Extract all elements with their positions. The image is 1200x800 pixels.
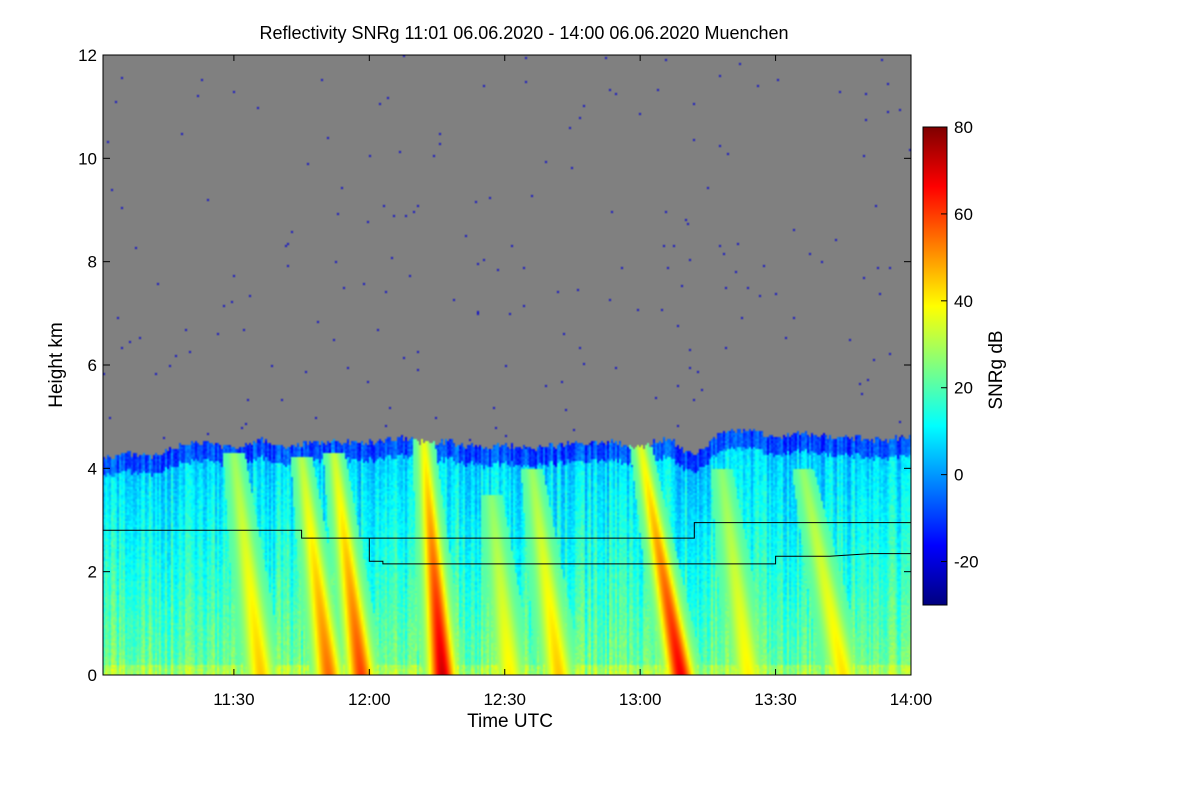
melting-layer-lines	[103, 522, 911, 565]
x-tick-label: 13:30	[754, 690, 797, 709]
x-tick-label: 12:30	[483, 690, 526, 709]
colorbar-gradient	[922, 126, 948, 606]
y-tick-label: 8	[88, 253, 97, 272]
plot-area	[103, 55, 911, 675]
colorbar-ticks: -20 0 20 40 60 80	[941, 118, 979, 572]
x-tick-label: 13:00	[619, 690, 662, 709]
chart-title: Reflectivity SNRg 11:01 06.06.2020 - 14:…	[259, 23, 788, 43]
colorbar: -20 0 20 40 60 80 SNRg dB	[922, 118, 1007, 606]
melting-layer-line-2	[368, 538, 911, 565]
x-tick-label: 14:00	[890, 690, 933, 709]
melting-layer-line-1	[103, 522, 911, 539]
colorbar-label: SNRg dB	[986, 330, 1007, 409]
colorbar-tick-label: 20	[954, 379, 973, 398]
y-tick-label: 2	[88, 563, 97, 582]
y-tick-label: 4	[88, 459, 97, 478]
reflectivity-heatmap	[103, 55, 911, 675]
y-axis: 0 2 4 6 8 10 12	[78, 46, 911, 685]
colorbar-tick-label: 0	[954, 466, 963, 485]
x-tick-label: 11:30	[213, 690, 254, 709]
x-axis: 11:30 12:00 12:30 13:00 13:30 14:00	[213, 55, 932, 709]
colorbar-tick-label: 40	[954, 292, 973, 311]
x-axis-label: Time UTC	[467, 711, 553, 732]
x-tick-label: 12:00	[348, 690, 391, 709]
colorbar-tick-label: 60	[954, 205, 973, 224]
y-tick-label: 10	[78, 149, 97, 168]
colorbar-tick-label: -20	[954, 553, 979, 572]
y-axis-label: Height km	[46, 322, 67, 408]
y-tick-label: 6	[88, 356, 97, 375]
y-tick-label: 12	[78, 46, 97, 65]
colorbar-tick-label: 80	[954, 118, 973, 137]
y-tick-label: 0	[88, 666, 97, 685]
